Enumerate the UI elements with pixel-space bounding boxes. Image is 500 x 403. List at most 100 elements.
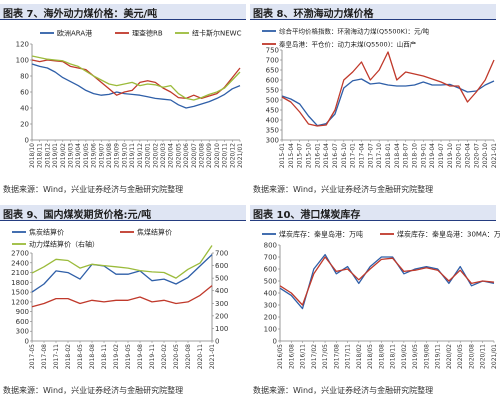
x-tick-label: 2017-04 xyxy=(359,143,366,168)
panel-port-coal-inventory: 图表 10、港口煤炭库存 0 100 200 300 400 500 600 700 800 20… xyxy=(250,201,500,402)
y-tick-label: 80 xyxy=(20,73,29,81)
x-tick-label: 2017-08 xyxy=(41,344,48,369)
y-tick-label: 800 xyxy=(264,242,277,250)
y-tick-label: 60 xyxy=(20,89,29,97)
y-right-tick-label: 200 xyxy=(215,312,228,320)
x-tick-label: 2019/02 xyxy=(401,344,408,369)
y-right-tick-label: 500 xyxy=(215,275,228,283)
y-tick-label: 700 xyxy=(264,254,277,262)
x-tick-label: 2019/07 xyxy=(98,143,105,168)
series-line-2 xyxy=(279,256,495,306)
panel-bohai-thermal-coal: 图表 8、环渤海动力煤价格 300 350 400 450 500 550 600 650 70… xyxy=(250,0,500,201)
x-tick-label: 2019-02 xyxy=(113,344,120,369)
x-tick-label: 2015-04 xyxy=(288,143,295,168)
y-tick-label: 40 xyxy=(20,105,29,113)
chart-title: 图表 10、港口煤炭库存 xyxy=(253,210,361,221)
x-tick-label: 2019/11 xyxy=(129,143,136,168)
x-tick-label: 2019/09 xyxy=(114,143,121,168)
x-tick-label: 2020/10 xyxy=(214,143,221,168)
y-right-tick-label: 700 xyxy=(215,250,228,258)
x-tick-label: 2018-04 xyxy=(394,143,401,168)
source-note: 数据来源：Wind，兴业证券经济与金融研究院整理 xyxy=(253,386,434,395)
legend-label: 秦皇岛港：平仓价：动力末煤(Q5500)：山西产 xyxy=(279,40,417,49)
chart-title: 图表 9、国内煤炭期货价格:元/吨 xyxy=(3,210,152,221)
y-tick-label: 1500 xyxy=(11,289,29,297)
x-tick-label: 2020-02 xyxy=(161,344,168,369)
x-tick-label: 2019/10 xyxy=(121,143,128,168)
series-line-2 xyxy=(31,59,241,100)
x-tick-label: 2020/06 xyxy=(183,143,190,168)
x-tick-label: 2018/05 xyxy=(367,344,374,369)
y-tick-label: 450 xyxy=(266,107,279,115)
x-tick-label: 2018-01 xyxy=(385,143,392,168)
x-tick-label: 2019/04 xyxy=(75,143,82,168)
legend-label: 动力煤结算价（右轴） xyxy=(29,240,99,249)
x-tick-label: 2020/07 xyxy=(191,143,198,168)
x-tick-label: 2017/05 xyxy=(322,344,329,369)
x-tick-label: 2020/11 xyxy=(222,143,229,168)
x-tick-label: 2015-10 xyxy=(306,143,313,168)
x-tick-label: 2018/10 xyxy=(29,143,36,168)
x-tick-label: 2021-01 xyxy=(209,344,216,369)
x-tick-label: 2018-05 xyxy=(77,344,84,369)
chart-header: 图表 7、海外动力煤价格：美元/吨 xyxy=(0,4,246,20)
y-tick-label: 2700 xyxy=(11,250,29,258)
legend-label: 煤炭库存：秦皇岛港：万吨 xyxy=(279,230,363,239)
x-tick-label: 2017/11 xyxy=(345,344,352,369)
chart-domestic-coal-futures: 0300600900120015001800210024002700010020… xyxy=(11,228,228,370)
x-tick-label: 2020/03 xyxy=(160,143,167,168)
y-tick-label: 300 xyxy=(264,302,277,310)
x-tick-label: 2018/12 xyxy=(44,143,51,168)
x-tick-label: 2016-04 xyxy=(323,143,330,168)
x-tick-label: 2019-08 xyxy=(137,344,144,369)
legend-label: 欧洲ARA港 xyxy=(57,29,92,38)
y-right-tick-label: 0 xyxy=(215,338,219,346)
x-tick-label: 2019/02 xyxy=(60,143,67,168)
x-tick-label: 2019-11 xyxy=(149,344,156,369)
chart-title: 图表 7、海外动力煤价格：美元/吨 xyxy=(3,9,158,20)
x-tick-label: 2020/04 xyxy=(168,143,175,168)
x-tick-label: 2019-05 xyxy=(125,344,132,369)
x-tick-label: 2019/06 xyxy=(91,143,98,168)
x-tick-label: 2019/08 xyxy=(106,143,113,168)
y-tick-label: 200 xyxy=(264,314,277,322)
x-tick-label: 2019/12 xyxy=(137,143,144,168)
x-tick-label: 2018/11 xyxy=(390,344,397,369)
x-tick-label: 2020-07 xyxy=(473,143,480,168)
x-tick-label: 2017-07 xyxy=(367,143,374,168)
x-tick-label: 2020/02 xyxy=(446,344,453,369)
y-tick-label: 0 xyxy=(25,338,29,346)
x-tick-label: 2016-10 xyxy=(341,143,348,168)
y-tick-label: 500 xyxy=(264,278,277,286)
x-tick-label: 2019/05 xyxy=(83,143,90,168)
chart-title: 图表 8、环渤海动力煤价格 xyxy=(253,9,374,20)
y-tick-label: 600 xyxy=(266,77,279,85)
y-tick-label: 20 xyxy=(20,121,29,129)
x-tick-label: 2020/08 xyxy=(198,143,205,168)
y-right-tick-label: 300 xyxy=(215,300,228,308)
y-tick-label: 1800 xyxy=(11,279,29,287)
y-tick-label: 2100 xyxy=(11,269,29,277)
legend-label: 焦煤结算价 xyxy=(137,228,172,237)
x-tick-label: 2020/12 xyxy=(229,143,236,168)
y-tick-label: 600 xyxy=(16,318,29,326)
x-tick-label: 2020/05 xyxy=(175,143,182,168)
x-tick-label: 2020-11 xyxy=(197,344,204,369)
x-tick-label: 2019-07 xyxy=(438,143,445,168)
series-line-1 xyxy=(31,254,213,293)
y-tick-label: 300 xyxy=(16,328,29,336)
x-tick-label: 2020/05 xyxy=(457,344,464,369)
legend-label: 焦炭结算价 xyxy=(29,228,64,237)
series-line-3 xyxy=(31,55,241,101)
panel-overseas-thermal-coal: 图表 7、海外动力煤价格：美元/吨 0 20 40 60 80 100 120 2018/10… xyxy=(0,0,250,201)
x-tick-label: 2018-02 xyxy=(65,344,72,369)
y-tick-label: 300 xyxy=(266,137,279,145)
y-tick-label: 550 xyxy=(266,87,279,95)
y-tick-label: 700 xyxy=(266,57,279,65)
y-tick-label: 600 xyxy=(264,266,277,274)
y-tick-label: 120 xyxy=(16,41,29,49)
x-tick-label: 2019/01 xyxy=(52,143,59,168)
y-tick-label: 400 xyxy=(266,117,279,125)
x-tick-label: 2019/05 xyxy=(412,344,419,369)
